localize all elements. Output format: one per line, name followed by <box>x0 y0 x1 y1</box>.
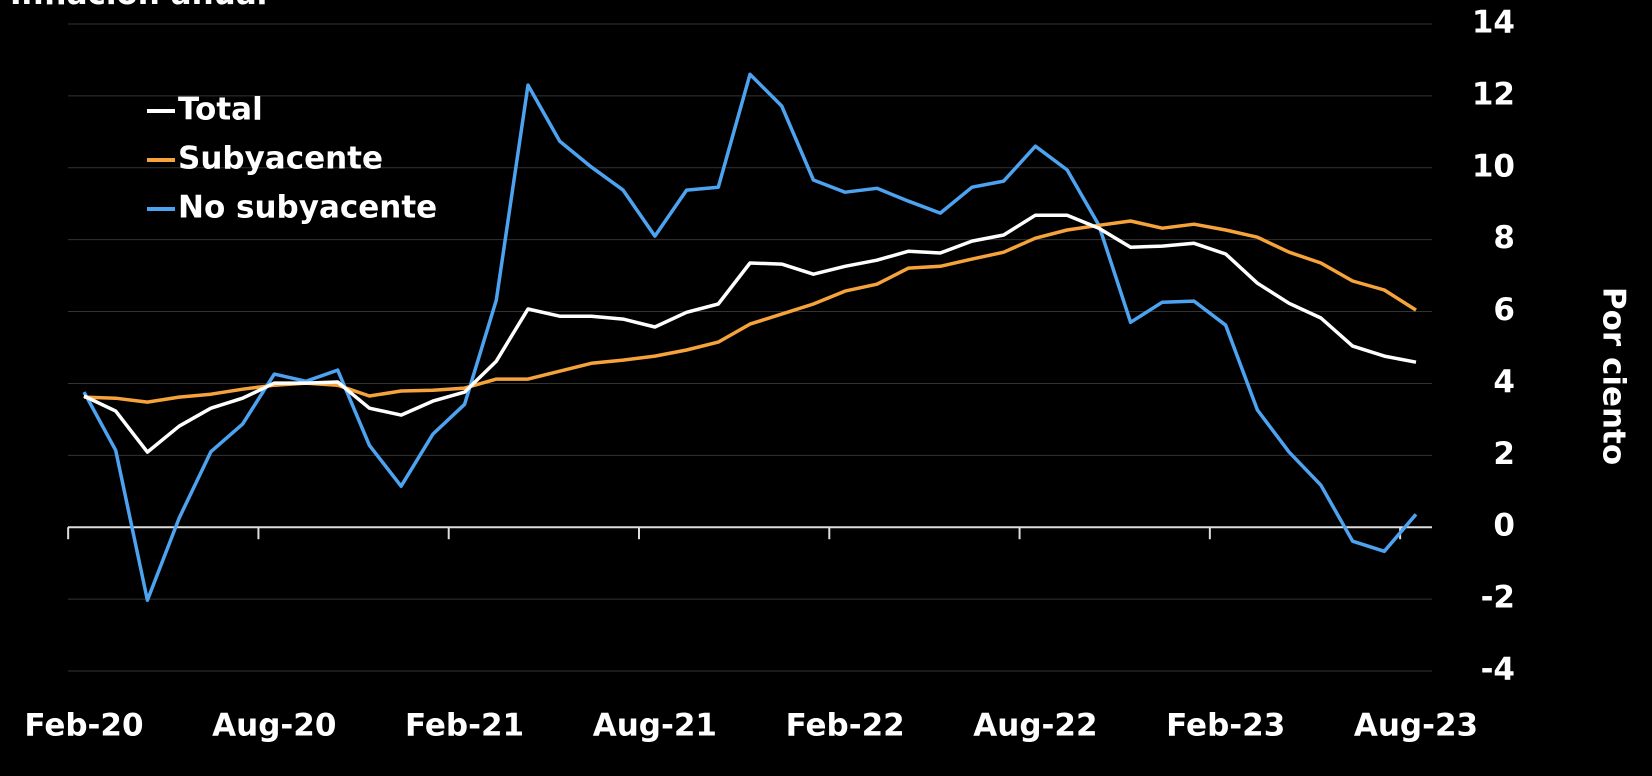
y-tick-label: 0 <box>1493 508 1515 544</box>
legend-label: Total <box>178 92 263 128</box>
chart-title: Inflación anual <box>10 0 267 12</box>
x-tick-label: Aug-20 <box>212 708 336 744</box>
x-tick-label: Feb-23 <box>1166 708 1285 744</box>
y-tick-label: 10 <box>1472 148 1515 184</box>
x-tick-label: Feb-21 <box>405 708 524 744</box>
x-tick-label: Feb-20 <box>24 708 143 744</box>
x-tick-label: Feb-22 <box>786 708 905 744</box>
y-axis-label: Por ciento <box>1596 287 1632 465</box>
legend-label: Subyacente <box>178 141 383 177</box>
y-tick-label: 6 <box>1493 292 1515 328</box>
y-tick-label: 4 <box>1493 364 1515 400</box>
y-tick-label: 14 <box>1472 5 1515 41</box>
y-tick-label: 8 <box>1493 220 1515 256</box>
legend-label: No subyacente <box>178 190 437 226</box>
y-tick-label: -4 <box>1481 652 1515 688</box>
x-tick-label: Aug-23 <box>1354 708 1478 744</box>
y-tick-label: 2 <box>1493 436 1515 472</box>
series-line <box>83 213 1417 454</box>
series-line <box>82 72 1418 602</box>
x-tick-label: Aug-22 <box>973 708 1097 744</box>
x-tick-label: Aug-21 <box>593 708 717 744</box>
y-tick-label: -2 <box>1481 580 1515 616</box>
y-tick-label: 12 <box>1472 76 1515 112</box>
